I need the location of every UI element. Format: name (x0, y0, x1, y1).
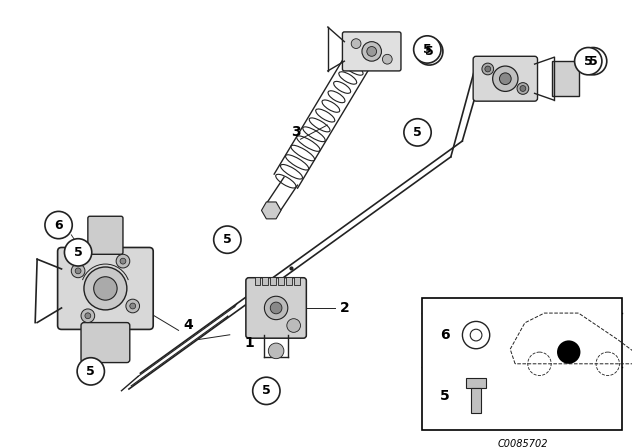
Circle shape (367, 47, 376, 56)
Circle shape (485, 66, 491, 72)
Text: 5: 5 (223, 233, 232, 246)
FancyBboxPatch shape (278, 277, 284, 284)
Circle shape (45, 211, 72, 239)
Text: 2: 2 (339, 301, 349, 315)
FancyBboxPatch shape (262, 277, 268, 284)
Text: 1: 1 (244, 336, 254, 349)
Text: 5: 5 (74, 246, 83, 259)
Circle shape (557, 340, 580, 364)
Circle shape (362, 42, 381, 61)
Text: 6: 6 (440, 328, 450, 342)
Circle shape (85, 313, 91, 319)
Circle shape (65, 239, 92, 266)
Circle shape (404, 119, 431, 146)
FancyBboxPatch shape (81, 323, 130, 362)
FancyBboxPatch shape (471, 388, 481, 413)
FancyBboxPatch shape (270, 277, 276, 284)
FancyBboxPatch shape (294, 277, 300, 284)
FancyBboxPatch shape (422, 298, 622, 430)
Polygon shape (262, 202, 281, 219)
Circle shape (287, 319, 301, 332)
FancyBboxPatch shape (255, 277, 260, 284)
Circle shape (84, 267, 127, 310)
FancyBboxPatch shape (286, 277, 292, 284)
FancyBboxPatch shape (58, 247, 153, 329)
Text: 6: 6 (54, 219, 63, 232)
FancyBboxPatch shape (467, 378, 486, 388)
Circle shape (351, 39, 361, 48)
Circle shape (517, 82, 529, 95)
Text: 5: 5 (262, 384, 271, 397)
Circle shape (75, 268, 81, 274)
Circle shape (120, 258, 126, 264)
Text: 5: 5 (440, 389, 450, 403)
Text: 3: 3 (291, 125, 300, 139)
Circle shape (383, 54, 392, 64)
Text: 5: 5 (423, 43, 431, 56)
FancyBboxPatch shape (246, 278, 307, 338)
Circle shape (77, 358, 104, 385)
Text: 5: 5 (425, 45, 434, 58)
Circle shape (93, 277, 117, 300)
Circle shape (493, 66, 518, 91)
FancyBboxPatch shape (552, 61, 579, 96)
Circle shape (130, 303, 136, 309)
Circle shape (214, 226, 241, 253)
Text: 5: 5 (589, 55, 598, 68)
Circle shape (270, 302, 282, 314)
Circle shape (81, 309, 95, 323)
Circle shape (253, 377, 280, 405)
Circle shape (579, 47, 607, 75)
Text: 5: 5 (584, 55, 593, 68)
Circle shape (482, 63, 493, 75)
Circle shape (575, 47, 602, 75)
Text: C0085702: C0085702 (497, 439, 548, 448)
FancyBboxPatch shape (473, 56, 538, 101)
Circle shape (499, 73, 511, 85)
Text: 5: 5 (413, 126, 422, 139)
Text: 4: 4 (184, 318, 193, 332)
Circle shape (413, 36, 441, 63)
Circle shape (71, 264, 85, 278)
FancyBboxPatch shape (342, 32, 401, 71)
FancyBboxPatch shape (88, 216, 123, 254)
Text: 5: 5 (86, 365, 95, 378)
Circle shape (126, 299, 140, 313)
Circle shape (415, 38, 443, 65)
Circle shape (520, 86, 526, 91)
Circle shape (116, 254, 130, 268)
Circle shape (264, 296, 288, 320)
Circle shape (268, 343, 284, 359)
